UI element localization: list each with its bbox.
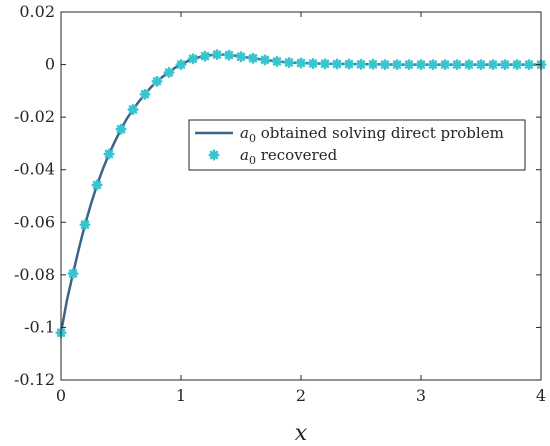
legend-box — [188, 119, 526, 171]
legend-entry-recovered-symbol: a — [240, 146, 249, 164]
y-tick-label: 0 — [45, 55, 55, 74]
data-point — [499, 59, 511, 71]
series-markers-recovered — [55, 49, 547, 339]
data-point — [259, 54, 271, 66]
legend-marker-star — [208, 149, 220, 161]
data-point — [415, 59, 427, 71]
y-tick-label: 0.02 — [19, 2, 55, 21]
data-point — [91, 179, 103, 191]
data-point — [523, 59, 535, 71]
series-layer — [55, 49, 547, 339]
data-point — [427, 59, 439, 71]
y-tick-label: -0.02 — [14, 107, 55, 126]
data-point — [475, 59, 487, 71]
data-point — [343, 58, 355, 70]
legend-entry-recovered-subscript: 0 — [249, 154, 256, 167]
data-point — [271, 55, 283, 67]
x-tick-label: 2 — [296, 386, 306, 405]
legend: a0 obtained solving direct problem a0 re… — [188, 119, 526, 171]
x-tick-label: 4 — [536, 386, 546, 405]
data-point — [367, 58, 379, 70]
data-point — [67, 268, 79, 280]
data-point — [211, 49, 223, 61]
y-tick-label: -0.08 — [14, 265, 55, 284]
axes-layer: 0 1 2 3 4 0.02 0 -0.02 -0.04 -0.06 -0.08 -0.1 -0.12 — [14, 2, 546, 405]
plot-background — [61, 12, 541, 380]
y-tick-label: -0.04 — [14, 160, 55, 179]
data-point — [463, 59, 475, 71]
data-point — [391, 59, 403, 71]
data-point — [379, 59, 391, 71]
data-point — [235, 51, 247, 63]
data-point — [295, 57, 307, 69]
data-point — [199, 50, 211, 62]
data-point — [151, 75, 163, 87]
data-point — [511, 59, 523, 71]
y-tick-label: -0.1 — [24, 317, 55, 336]
x-tick-label: 3 — [416, 386, 426, 405]
data-point — [163, 66, 175, 78]
data-point — [487, 59, 499, 71]
x-axis-label: x — [295, 421, 308, 446]
x-tick-label: 1 — [176, 386, 186, 405]
data-point — [331, 58, 343, 70]
legend-entry-recovered: a0 recovered — [240, 146, 338, 167]
data-point — [127, 104, 139, 116]
data-point — [355, 58, 367, 70]
data-point — [223, 49, 235, 61]
legend-marker-swatch — [208, 149, 220, 161]
data-point — [403, 59, 415, 71]
data-point — [283, 56, 295, 68]
legend-entry-direct: a0 obtained solving direct problem — [240, 124, 504, 145]
data-point — [175, 59, 187, 71]
data-point — [319, 58, 331, 70]
data-point — [115, 123, 127, 135]
data-point — [79, 219, 91, 231]
legend-entry-direct-subscript: 0 — [249, 132, 256, 145]
legend-entry-direct-symbol: a — [240, 124, 249, 142]
data-point — [103, 148, 115, 160]
legend-entry-direct-rest: obtained solving direct problem — [256, 124, 504, 142]
data-point — [451, 59, 463, 71]
data-point — [247, 52, 259, 64]
data-point — [307, 58, 319, 70]
data-point — [139, 88, 151, 100]
data-point — [187, 53, 199, 65]
legend-entry-recovered-rest: recovered — [256, 146, 338, 164]
y-tick-label: -0.12 — [14, 370, 55, 389]
y-tick-label: -0.06 — [14, 212, 55, 231]
x-tick-label: 0 — [56, 386, 66, 405]
data-point — [439, 59, 451, 71]
